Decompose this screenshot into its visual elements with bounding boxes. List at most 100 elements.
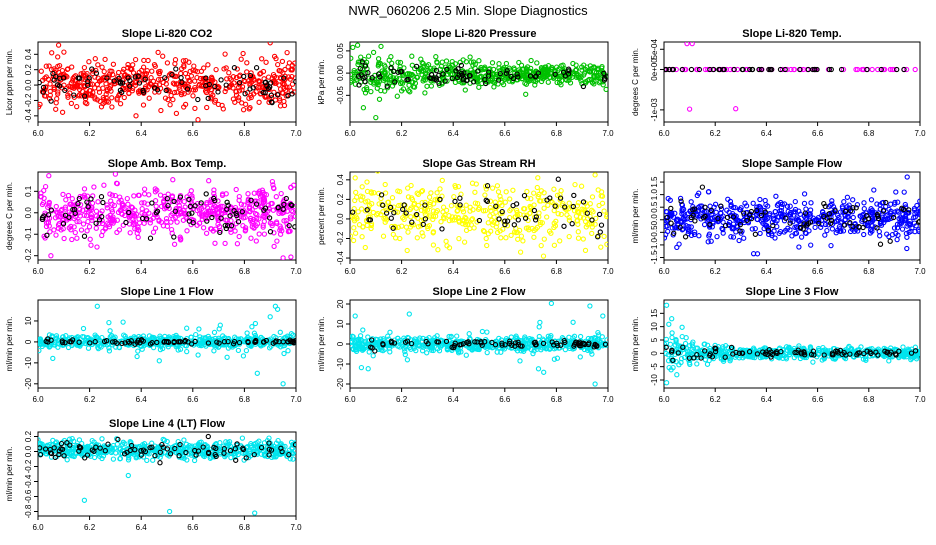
data-point [590,195,594,199]
data-point [281,382,285,386]
data-point [395,94,399,98]
data-point [48,82,52,86]
data-point [349,234,353,238]
data-point [737,238,741,242]
data-point [119,102,123,106]
data-point [171,178,175,182]
data-point [86,220,90,224]
data-point [82,234,86,238]
data-point [802,201,806,205]
x-tick-label: 6.8 [863,267,875,276]
x-tick-label: 6.2 [84,129,96,138]
y-tick-label: -10 [24,357,33,369]
data-point [872,188,876,192]
x-tick-label: 6.4 [448,129,460,138]
data-point [576,236,580,240]
data-point [150,201,154,205]
data-point [491,186,495,190]
data-point [545,215,549,219]
data-point [192,64,196,68]
data-point [405,248,409,252]
data-point [574,161,578,165]
data-point [125,197,129,201]
data-point [390,196,394,200]
data-point [369,90,373,94]
data-point [236,348,240,352]
data-points [662,42,917,112]
data-point [107,321,111,325]
data-point [55,97,59,101]
data-point [193,79,197,83]
data-point [870,67,874,71]
y-tick-label: 10 [24,316,33,325]
data-point [354,231,358,235]
data-point [206,63,210,67]
x-tick-label: 6.8 [239,129,251,138]
data-point [169,93,173,97]
data-point [811,360,815,364]
data-point [504,236,508,240]
data-point [546,80,550,84]
data-point [246,192,250,196]
data-point [147,96,151,100]
data-point [477,59,481,63]
y-tick-label: 10 [336,319,345,328]
x-tick-label: 6.6 [499,129,511,138]
data-point [102,70,106,74]
data-point [573,183,577,187]
data-point [583,248,587,252]
data-point [223,52,227,56]
series-all [37,41,298,122]
data-point [361,106,365,110]
data-point [429,84,433,88]
data-point [280,59,284,63]
data-point [276,63,280,67]
data-point [406,230,410,234]
y-axis-label: ml/min per min. [631,189,640,244]
data-point [473,190,477,194]
data-point [529,58,533,62]
data-point [113,172,117,176]
panel-title: Slope Line 3 Flow [746,286,839,298]
data-point [196,353,200,357]
x-tick-label: 7.0 [290,129,302,138]
data-point [516,218,520,222]
data-point [567,201,571,205]
data-point [581,237,585,241]
data-point [179,71,183,75]
y-tick-label: -0.4 [336,251,345,265]
data-point [153,226,157,230]
data-point [431,243,435,247]
data-point [128,231,132,235]
data-point [146,58,150,62]
data-point [536,367,540,371]
data-point [360,185,364,189]
data-point [492,215,496,219]
data-point [164,217,168,221]
x-tick-label: 7.0 [602,395,614,404]
data-point [95,304,99,308]
data-point [255,66,259,70]
data-point [147,193,151,197]
data-point [282,99,286,103]
data-point [39,69,43,73]
x-tick-label: 7.0 [290,267,302,276]
data-point [136,235,140,239]
data-point [193,106,197,110]
data-point [110,105,114,109]
data-point [862,201,866,205]
data-point [242,108,246,112]
data-point [532,235,536,239]
data-point [445,208,449,212]
x-tick-label: 6.4 [136,267,148,276]
data-point [497,62,501,66]
data-point [483,193,487,197]
data-point [207,179,211,183]
data-point [171,98,175,102]
data-point [693,219,697,223]
data-point [689,200,693,204]
data-point [249,236,253,240]
data-point [196,118,200,122]
data-point [355,195,359,199]
